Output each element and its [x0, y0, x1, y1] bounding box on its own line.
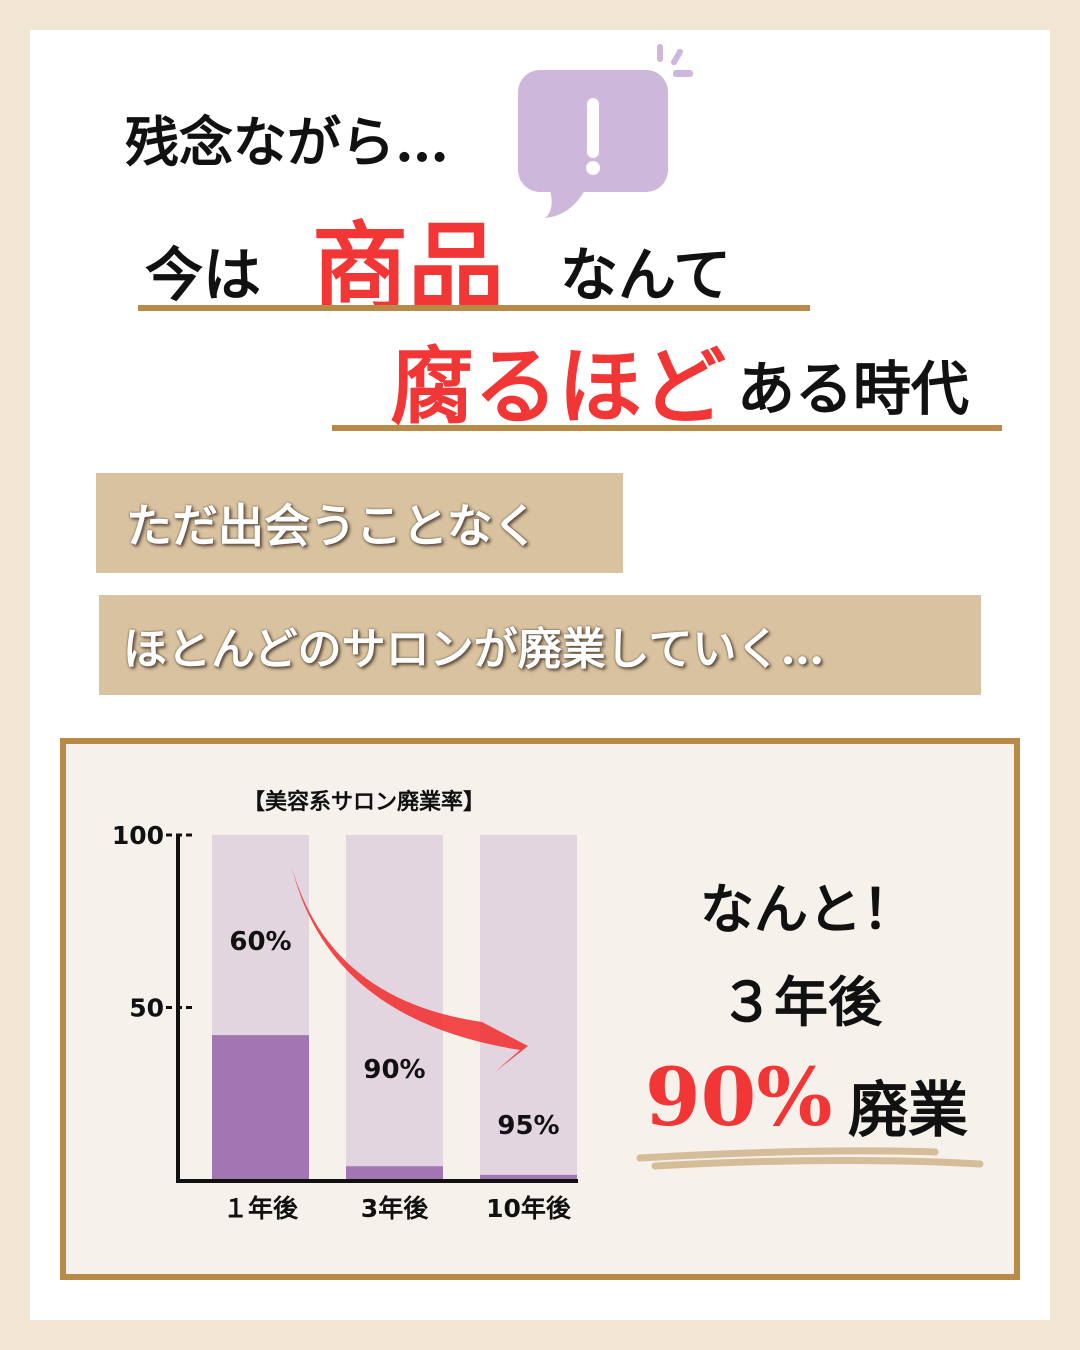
bar-remaining [212, 835, 309, 1036]
banner-1-text: ただ出会うことなく [126, 499, 539, 553]
underline-2 [332, 425, 1002, 431]
headline-rotting: 腐るほど [390, 337, 727, 436]
x-tick-label: １年後 [223, 1194, 299, 1223]
callout-closure: 廃業 [848, 1076, 968, 1146]
callout-percent: 90% [645, 1050, 833, 1144]
headline-line1: 残念ながら… [125, 110, 449, 174]
y-tick-label: 50 [129, 994, 164, 1023]
chart-title: 【美容系サロン廃業率】 [243, 789, 486, 815]
banner-1: ただ出会うことなく [96, 473, 623, 573]
banner-2: ほとんどのサロンが廃業していく… [99, 595, 981, 695]
x-tick-label: 10年後 [486, 1194, 572, 1223]
data-label: 90% [363, 1055, 425, 1085]
bar-surviving [480, 1174, 577, 1180]
headline-era: ある時代 [737, 355, 970, 423]
underline-1 [138, 305, 810, 311]
bar-surviving [212, 1035, 309, 1180]
bar-chart: １年後 3年後 10年後 60% 90% 95% 100 50 [112, 821, 578, 1223]
headline-now: 今は [145, 241, 262, 309]
callout-wow: なんと！ [700, 877, 916, 941]
trend-arrow [292, 868, 528, 1072]
exclamation-speech-bubble-icon [518, 44, 693, 218]
brush-underline [636, 1147, 984, 1170]
x-tick-label: 3年後 [361, 1194, 429, 1223]
y-tick-label: 100 [112, 821, 164, 850]
headline-nante: なんて [560, 241, 732, 309]
data-label: 60% [229, 927, 291, 957]
data-label: 95% [497, 1111, 559, 1141]
bar-remaining [480, 835, 577, 1175]
bar-surviving [346, 1166, 443, 1180]
callout-3years: ３年後 [720, 970, 882, 1034]
banner-2-text: ほとんどのサロンが廃業していく… [123, 624, 825, 675]
